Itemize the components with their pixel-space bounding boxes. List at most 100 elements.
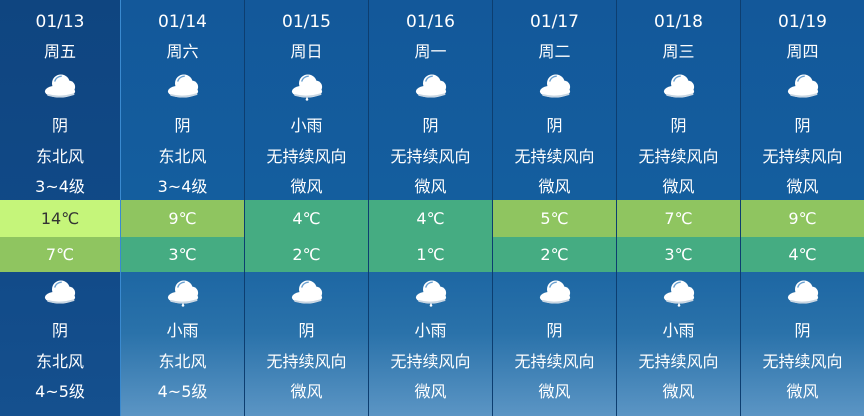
day-wind-direction: 无持续风向 [638, 147, 719, 166]
day-wind-direction: 无持续风向 [390, 147, 471, 166]
night-wind-direction: 东北风 [158, 352, 207, 371]
night-wind-level: 微风 [786, 382, 819, 401]
low-temperature: 1℃ [369, 237, 492, 272]
cloud-icon [539, 280, 570, 304]
weekday-label: 周日 [290, 42, 323, 61]
high-temperature: 7℃ [617, 200, 740, 237]
night-condition: 小雨 [414, 321, 447, 340]
day-weather-icon [0, 70, 120, 102]
night-wind-direction: 无持续风向 [514, 352, 595, 371]
night-condition: 阴 [298, 321, 315, 340]
date-label: 01/14 [158, 12, 207, 32]
day-wind-level: 微风 [290, 177, 323, 196]
forecast-day-column: 01/15 周日 小雨 无持续风向 微风 4℃ 2℃ 阴 无持续风向 微风 [244, 0, 368, 416]
date-label: 01/16 [406, 12, 455, 32]
day-wind-direction: 无持续风向 [762, 147, 843, 166]
high-temperature: 5℃ [493, 200, 616, 237]
night-weather-icon [0, 276, 120, 308]
date-label: 01/15 [282, 12, 331, 32]
night-wind-level: 微风 [290, 382, 323, 401]
high-temperature: 4℃ [245, 200, 368, 237]
night-wind-level: 4~5级 [35, 382, 85, 401]
night-wind-direction: 东北风 [35, 352, 84, 371]
night-condition: 小雨 [166, 321, 199, 340]
date-label: 01/17 [530, 12, 579, 32]
night-wind-direction: 无持续风向 [762, 352, 843, 371]
day-wind-direction: 无持续风向 [514, 147, 595, 166]
weekday-label: 周五 [43, 42, 76, 61]
night-weather-icon [741, 276, 864, 308]
low-temperature: 2℃ [493, 237, 616, 272]
rain-icon [415, 280, 446, 307]
forecast-day-column: 01/18 周三 阴 无持续风向 微风 7℃ 3℃ 小雨 无持续风向 微风 [616, 0, 740, 416]
cloud-icon [787, 280, 818, 304]
cloud-icon [291, 280, 322, 304]
weekday-label: 周三 [662, 42, 695, 61]
day-condition: 阴 [174, 116, 191, 135]
night-weather-icon [617, 276, 740, 308]
night-wind-level: 微风 [538, 382, 571, 401]
cloud-icon [415, 74, 446, 98]
night-weather-icon [121, 276, 244, 308]
cloud-icon [167, 74, 198, 98]
day-condition: 阴 [51, 116, 68, 135]
day-weather-icon [493, 70, 616, 102]
day-wind-direction: 东北风 [35, 147, 84, 166]
day-condition: 阴 [422, 116, 439, 135]
forecast-day-column: 01/19 周四 阴 无持续风向 微风 9℃ 4℃ 阴 无持续风向 微风 [740, 0, 864, 416]
day-condition: 阴 [546, 116, 563, 135]
date-label: 01/19 [778, 12, 827, 32]
cloud-icon [539, 74, 570, 98]
cloud-icon [663, 74, 694, 98]
date-label: 01/18 [654, 12, 703, 32]
day-wind-level: 3~4级 [157, 177, 208, 196]
cloud-icon [44, 280, 76, 304]
day-weather-icon [121, 70, 244, 102]
night-wind-direction: 无持续风向 [638, 352, 719, 371]
day-wind-level: 微风 [538, 177, 571, 196]
day-wind-level: 微风 [414, 177, 447, 196]
night-condition: 小雨 [662, 321, 695, 340]
high-temperature: 14℃ [0, 200, 120, 237]
high-temperature: 9℃ [121, 200, 244, 237]
forecast-day-column: 01/13 周五 阴 东北风 3~4级 14℃ 7℃ 阴 东北风 4~5级 [0, 0, 120, 416]
day-weather-icon [741, 70, 864, 102]
low-temperature: 7℃ [0, 237, 120, 272]
night-wind-level: 4~5级 [157, 382, 208, 401]
night-wind-level: 微风 [662, 382, 695, 401]
rain-icon [291, 74, 322, 101]
day-weather-icon [245, 70, 368, 102]
rain-icon [167, 280, 198, 307]
night-weather-icon [245, 276, 368, 308]
low-temperature: 3℃ [121, 237, 244, 272]
day-condition: 阴 [794, 116, 811, 135]
cloud-icon [44, 74, 76, 98]
cloud-icon [787, 74, 818, 98]
day-condition: 阴 [670, 116, 687, 135]
weekday-label: 周二 [538, 42, 571, 61]
day-wind-direction: 无持续风向 [266, 147, 347, 166]
day-weather-icon [617, 70, 740, 102]
rain-icon [663, 280, 694, 307]
night-condition: 阴 [794, 321, 811, 340]
night-condition: 阴 [546, 321, 563, 340]
high-temperature: 9℃ [741, 200, 864, 237]
forecast-day-column: 01/17 周二 阴 无持续风向 微风 5℃ 2℃ 阴 无持续风向 微风 [492, 0, 616, 416]
night-wind-direction: 无持续风向 [266, 352, 347, 371]
weekday-label: 周六 [166, 42, 199, 61]
night-weather-icon [369, 276, 492, 308]
forecast-day-column: 01/16 周一 阴 无持续风向 微风 4℃ 1℃ 小雨 无持续风向 微风 [368, 0, 492, 416]
day-wind-direction: 东北风 [158, 147, 207, 166]
forecast-day-column: 01/14 周六 阴 东北风 3~4级 9℃ 3℃ 小雨 东北风 4~5级 [120, 0, 244, 416]
high-temperature: 4℃ [369, 200, 492, 237]
date-label: 01/13 [35, 12, 85, 32]
night-weather-icon [493, 276, 616, 308]
weekday-label: 周一 [414, 42, 447, 61]
low-temperature: 2℃ [245, 237, 368, 272]
low-temperature: 4℃ [741, 237, 864, 272]
day-wind-level: 3~4级 [35, 177, 85, 196]
low-temperature: 3℃ [617, 237, 740, 272]
night-condition: 阴 [51, 321, 68, 340]
day-condition: 小雨 [290, 116, 323, 135]
